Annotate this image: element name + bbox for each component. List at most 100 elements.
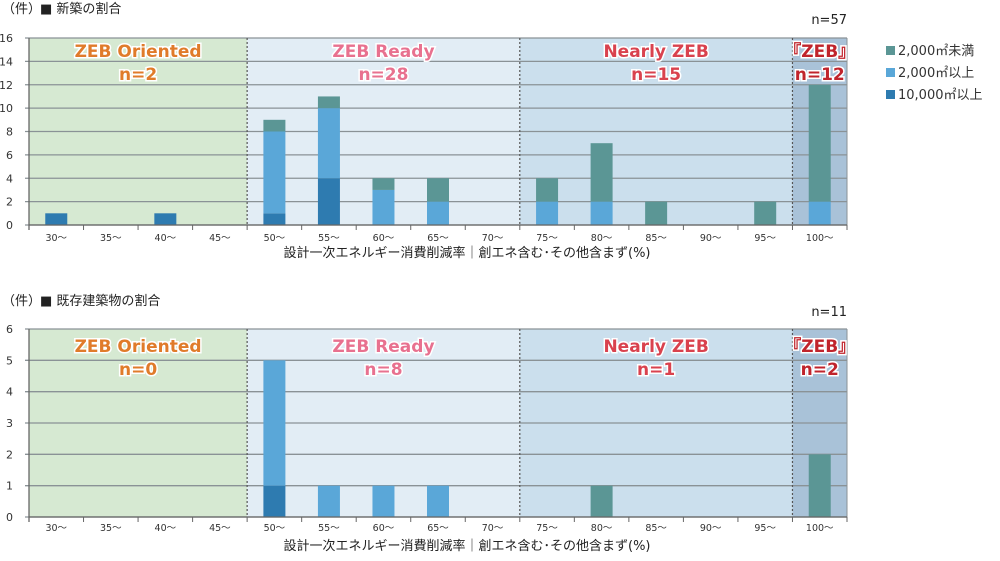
- x-tick-label: 85～: [645, 523, 667, 534]
- bar-segment: [317, 178, 340, 225]
- x-tick-label: 40～: [155, 233, 177, 244]
- y-tick-label: 8: [6, 126, 13, 139]
- bar-segment: [590, 485, 613, 517]
- legend-label: 2,000㎡以上: [898, 66, 974, 81]
- bar-segment: [317, 108, 340, 179]
- x-tick-label: 70～: [482, 233, 504, 244]
- x-tick-label: 80～: [591, 233, 613, 244]
- bar-segment: [372, 189, 395, 225]
- x-tick-label: 100～: [806, 233, 834, 244]
- y-tick-label: 3: [6, 417, 13, 430]
- x-axis-label: 設計一次エネルギー消費削減率｜創エネ含む･その他含まず(%): [284, 245, 651, 261]
- total-count: n=11: [811, 305, 847, 320]
- y-tick-label: 16: [0, 32, 13, 45]
- x-tick-label: 55～: [318, 523, 340, 534]
- bar-segment: [590, 143, 613, 202]
- legend-label: 2,000㎡未満: [898, 44, 974, 59]
- x-tick-label: 30～: [45, 233, 67, 244]
- x-tick-label: 45～: [209, 233, 231, 244]
- region-label: ZEB Ready: [332, 337, 434, 357]
- bar-segment: [45, 213, 68, 225]
- bar-segment: [263, 119, 286, 132]
- region-count: n=1: [637, 360, 675, 380]
- x-tick-label: 30～: [45, 523, 67, 534]
- x-tick-label: 85～: [645, 233, 667, 244]
- bar-segment: [427, 485, 449, 517]
- x-tick-label: 90～: [700, 233, 722, 244]
- y-tick-label: 14: [0, 55, 13, 68]
- legend-label: 10,000㎡以上: [898, 88, 983, 103]
- x-tick-label: 65～: [427, 233, 449, 244]
- x-tick-label: 45～: [209, 523, 231, 534]
- x-axis-label: 設計一次エネルギー消費削減率｜創エネ含む･その他含まず(%): [284, 538, 651, 554]
- bar-segment: [427, 201, 449, 225]
- bar-segment: [808, 84, 831, 202]
- bar-segment: [590, 201, 613, 225]
- legend: 2,000㎡未満 2,000㎡以上 10,000㎡以上: [886, 44, 983, 103]
- region-count: n=2: [119, 65, 157, 85]
- bar-segment: [263, 213, 286, 225]
- bar-segment: [263, 360, 286, 486]
- region-label: ZEB Ready: [332, 42, 434, 62]
- x-tick-label: 60～: [373, 233, 395, 244]
- y-tick-label: 5: [6, 354, 13, 367]
- chart-title: ■ 既存建築物の割合: [40, 293, 160, 309]
- bar-segment: [536, 178, 559, 202]
- region-count: n=28: [358, 65, 408, 85]
- y-tick-label: 4: [6, 172, 13, 185]
- x-tick-label: 50～: [264, 523, 286, 534]
- y-tick-label: 12: [0, 79, 13, 92]
- y-tick-label: 6: [6, 149, 13, 162]
- y-tick-label: 1: [6, 480, 13, 493]
- region-label: 『ZEB』: [784, 336, 855, 357]
- region-count: n=0: [119, 360, 157, 380]
- bar-segment: [154, 213, 177, 225]
- x-tick-label: 55～: [318, 233, 340, 244]
- region-count: n=8: [364, 360, 402, 380]
- region-count: n=2: [801, 360, 839, 380]
- region-label: ZEB Oriented: [75, 337, 202, 357]
- legend-swatch: [886, 90, 895, 99]
- bar-segment: [808, 454, 831, 517]
- region-label: Nearly ZEB: [603, 337, 708, 357]
- chart-2: （件）■ 既存建築物の割合 n=11 0 1 2 3 4 5 6 30～ 35～ 40～ 45～ 50～ 5…: [2, 293, 857, 554]
- x-tick-label: 90～: [700, 523, 722, 534]
- bar-segment: [317, 96, 340, 109]
- x-tick-label: 75～: [536, 523, 558, 534]
- x-tick-label: 40～: [155, 523, 177, 534]
- legend-swatch: [886, 46, 895, 55]
- x-tick-label: 95～: [754, 233, 776, 244]
- total-count: n=57: [811, 13, 847, 28]
- x-tick-label: 100～: [806, 523, 834, 534]
- y-unit-label: （件）: [2, 294, 41, 309]
- x-tick-label: 95～: [754, 523, 776, 534]
- legend-swatch: [886, 68, 895, 77]
- bar-segment: [754, 201, 777, 225]
- y-tick-label: 0: [6, 511, 13, 524]
- x-tick-label: 35～: [100, 523, 122, 534]
- y-tick-label: 0: [6, 219, 13, 232]
- chart-1: （件）■ 新築の割合 n=57 0 2 4 6 8 10 12 14 16 30～ 35～ 40～ 45～ 5…: [0, 1, 857, 261]
- bar-segment: [263, 131, 286, 214]
- x-tick-label: 65～: [427, 523, 449, 534]
- x-tick-label: 60～: [373, 523, 395, 534]
- region-label: Nearly ZEB: [603, 42, 708, 62]
- y-tick-label: 4: [6, 386, 13, 399]
- y-tick-label: 2: [6, 196, 13, 209]
- chart-title: ■ 新築の割合: [40, 1, 121, 17]
- region-count: n=15: [631, 65, 681, 85]
- bar-segment: [372, 178, 395, 190]
- y-tick-label: 10: [0, 102, 13, 115]
- y-unit-label: （件）: [2, 2, 41, 17]
- bar-segment: [808, 201, 831, 225]
- region-label: 『ZEB』: [784, 41, 855, 62]
- region-count: n=12: [795, 65, 845, 85]
- x-tick-label: 35～: [100, 233, 122, 244]
- y-tick-label: 2: [6, 448, 13, 461]
- bar-segment: [645, 201, 668, 225]
- bar-segment: [536, 201, 559, 225]
- bar-segment: [372, 485, 395, 517]
- bar-segment: [427, 178, 449, 202]
- x-tick-label: 50～: [264, 233, 286, 244]
